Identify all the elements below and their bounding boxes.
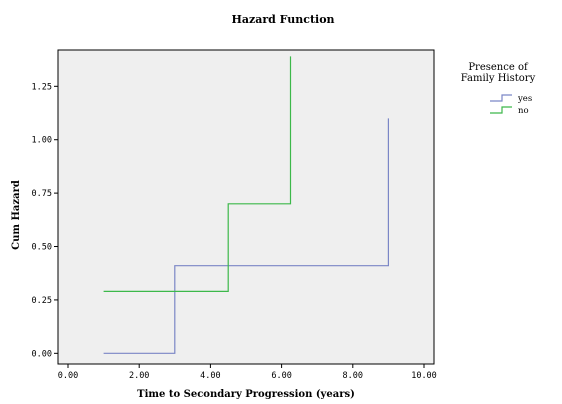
x-tick-label: 2.00 [129, 371, 149, 381]
legend-swatch-no [490, 106, 512, 114]
y-axis: 0.00 0.25 0.50 0.75 1.00 1.25 [32, 82, 58, 359]
chart-title: Hazard Function [231, 13, 334, 26]
y-axis-label: Cum Hazard [11, 180, 22, 250]
y-tick-label: 0.00 [32, 349, 52, 359]
x-tick-label: 6.00 [271, 371, 291, 381]
x-tick-label: 10.00 [411, 371, 437, 381]
legend-label-yes: yes [517, 94, 532, 104]
y-tick-label: 0.75 [32, 189, 52, 199]
x-axis-label: Time to Secondary Progression (years) [137, 389, 355, 399]
legend-title-line-2: Family History [461, 73, 536, 84]
legend-swatch-yes [490, 94, 512, 102]
legend: Presence of Family History yes no [461, 62, 536, 116]
y-tick-label: 1.00 [32, 136, 52, 146]
x-axis: 0.00 2.00 4.00 6.00 8.00 10.00 [58, 364, 437, 381]
x-tick-label: 8.00 [343, 371, 363, 381]
series-line-yes [103, 118, 389, 354]
legend-label-no: no [518, 106, 529, 116]
series-line-no [103, 56, 292, 292]
plot-area [57, 49, 435, 365]
series-lines [103, 56, 389, 354]
y-tick-label: 0.25 [32, 296, 52, 306]
y-tick-label: 1.25 [32, 82, 52, 92]
legend-entries: yes no [490, 94, 532, 116]
x-tick-label: 4.00 [200, 371, 220, 381]
x-tick-label: 0.00 [58, 371, 78, 381]
legend-title-line-1: Presence of [468, 62, 529, 73]
y-tick-label: 0.50 [32, 243, 52, 253]
